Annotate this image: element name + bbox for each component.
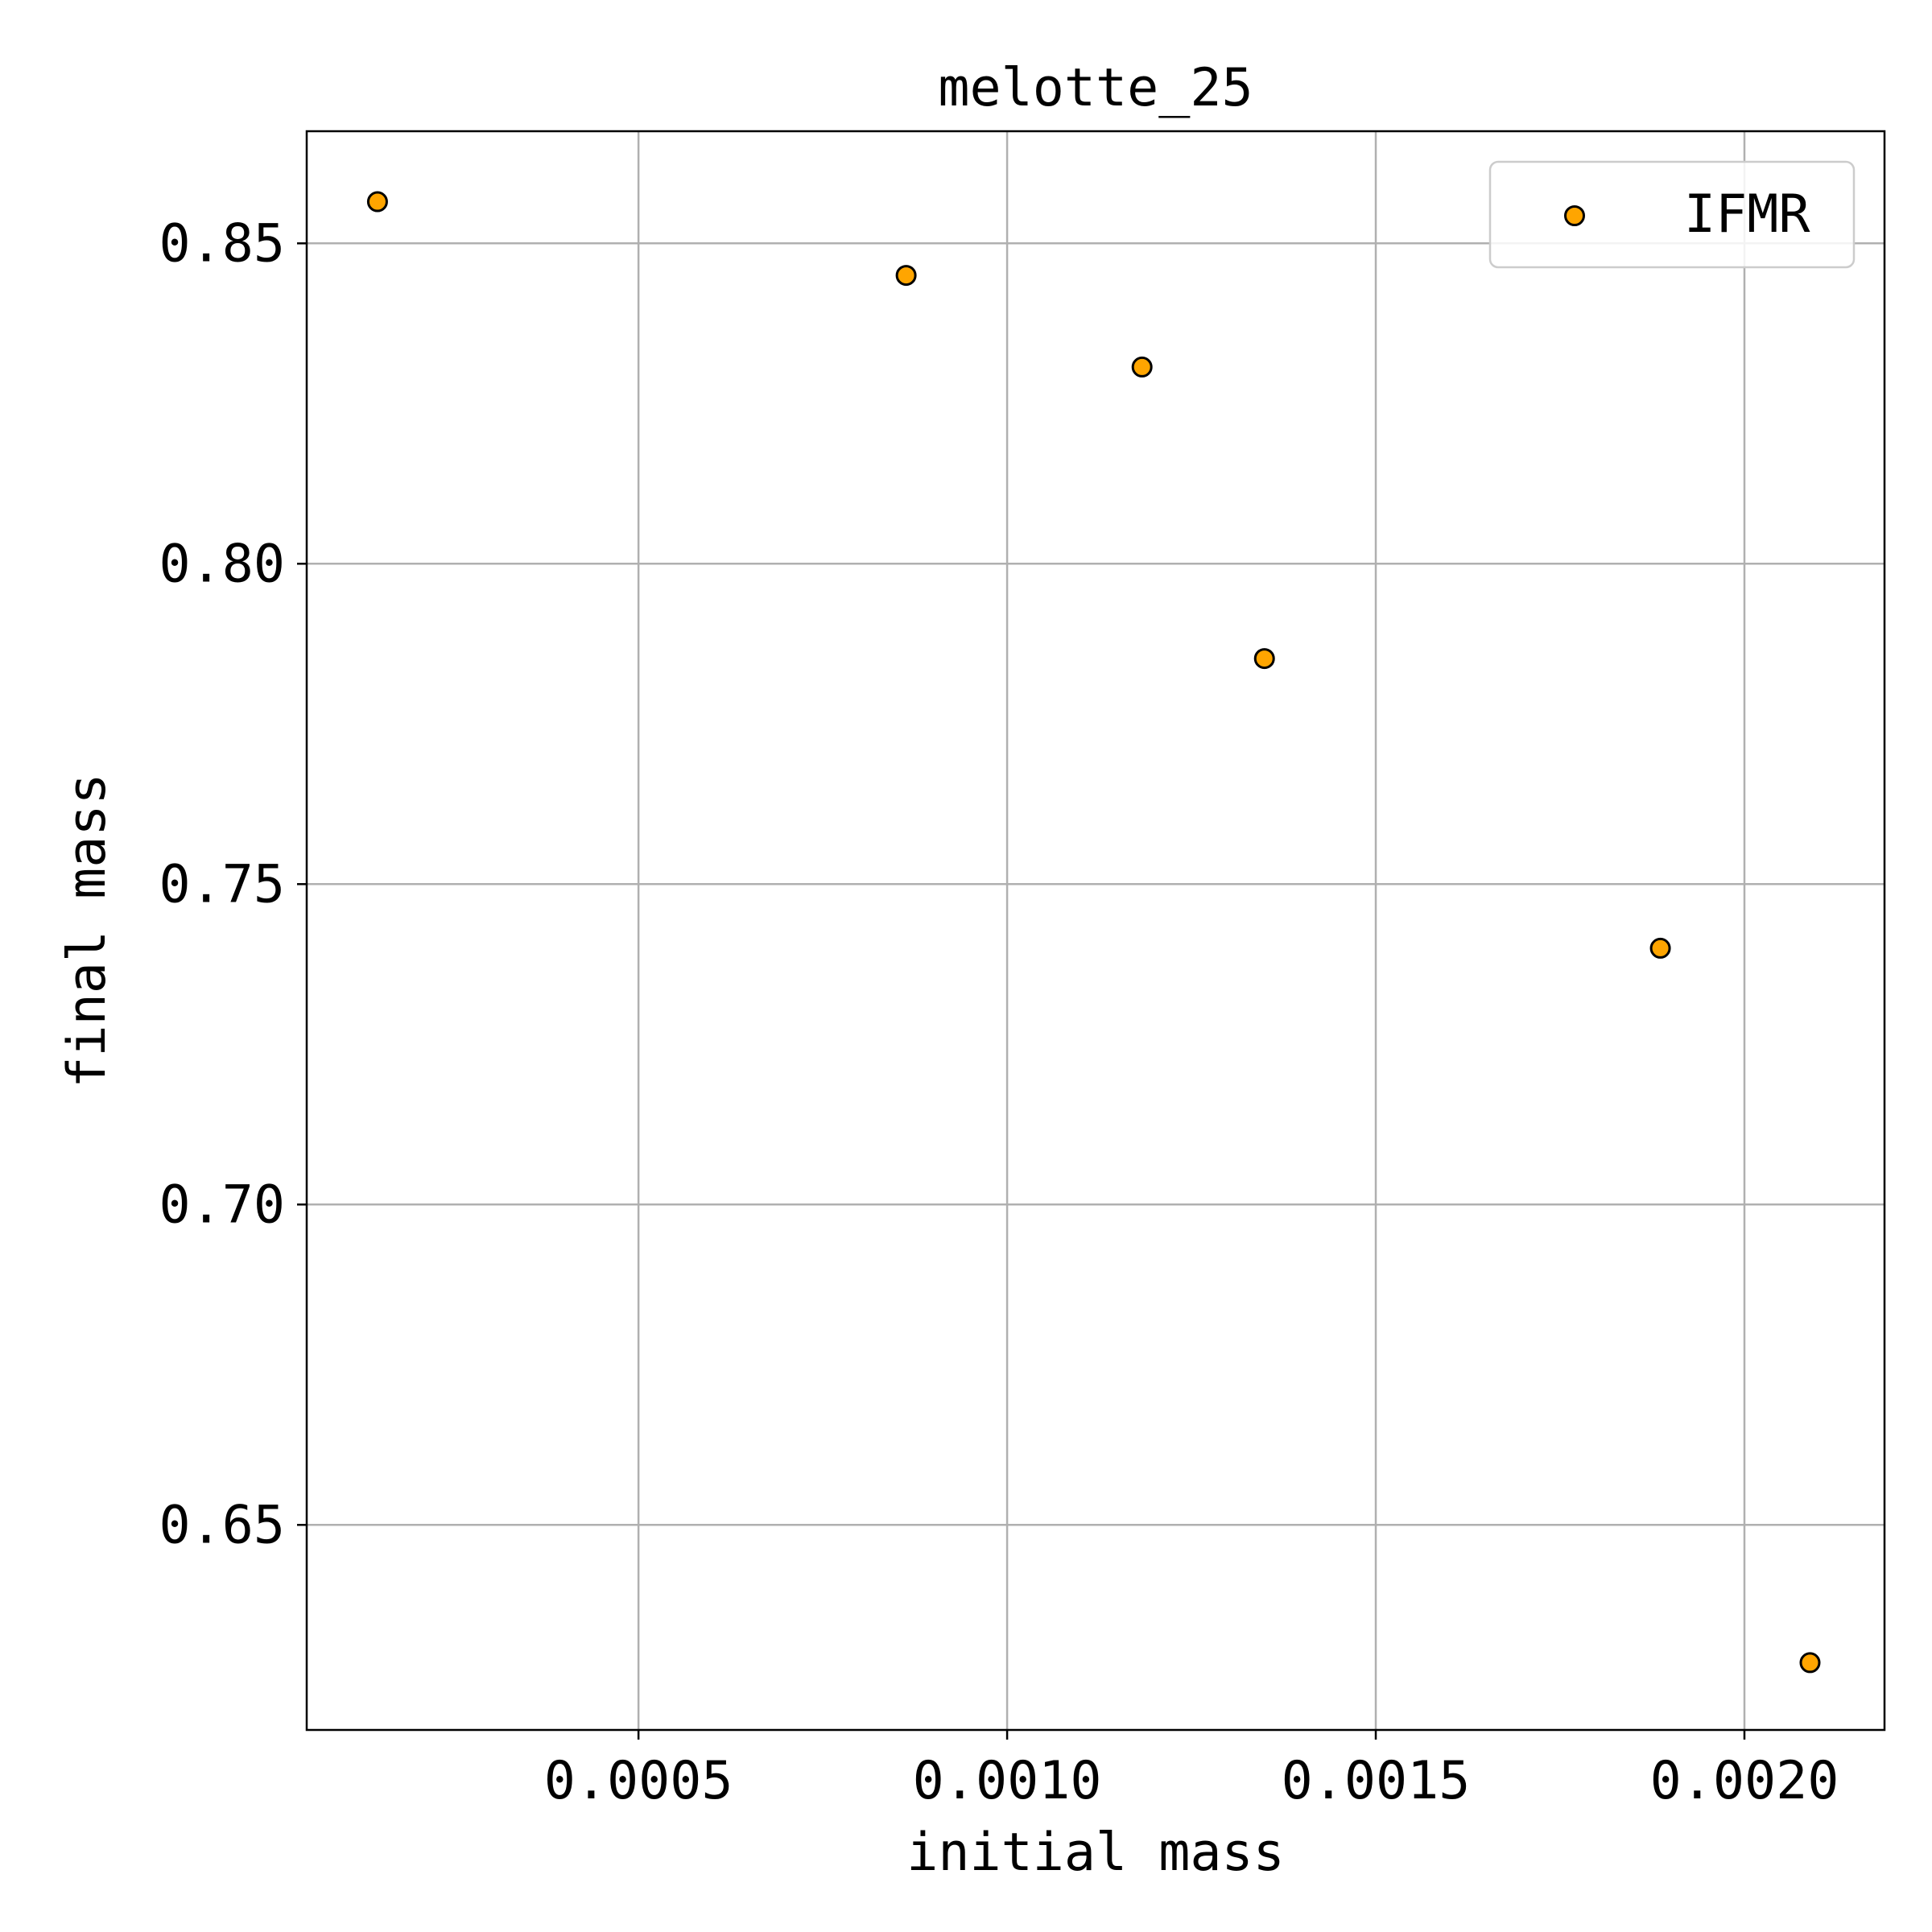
- legend-box: [1488, 160, 1856, 269]
- data-points: [366, 191, 1821, 1674]
- data-point: [366, 191, 388, 213]
- x-tick-label: 0.0020: [1650, 1751, 1839, 1811]
- y-tick-label: 0.85: [159, 213, 285, 274]
- data-point: [1799, 1652, 1821, 1674]
- plot-frame: [305, 130, 1886, 1732]
- data-point: [1649, 937, 1671, 959]
- y-tick-label: 0.80: [159, 534, 285, 594]
- y-tick-label: 0.75: [159, 854, 285, 914]
- x-axis-ticks: 0.0005 0.0010 0.0015 0.0020: [544, 1730, 1839, 1811]
- x-tick-label: 0.0015: [1282, 1751, 1471, 1811]
- grid-lines: [307, 131, 1885, 1730]
- x-tick-label: 0.0005: [544, 1751, 733, 1811]
- y-tick-label: 0.65: [159, 1495, 285, 1555]
- x-tick-label: 0.0010: [913, 1751, 1102, 1811]
- y-axis-label: final mass: [57, 773, 118, 1088]
- y-tick-label: 0.70: [159, 1174, 285, 1235]
- data-point: [1131, 356, 1153, 378]
- legend-marker: [1564, 205, 1585, 226]
- chart-title: melotte_25: [938, 58, 1253, 118]
- y-axis-ticks: 0.65 0.70 0.75 0.80 0.85: [159, 213, 307, 1555]
- legend: IFMR: [1488, 160, 1856, 269]
- data-point: [1253, 648, 1275, 670]
- data-point: [895, 265, 917, 287]
- x-axis-label: initial mass: [906, 1823, 1285, 1883]
- legend-label: IFMR: [1684, 184, 1810, 245]
